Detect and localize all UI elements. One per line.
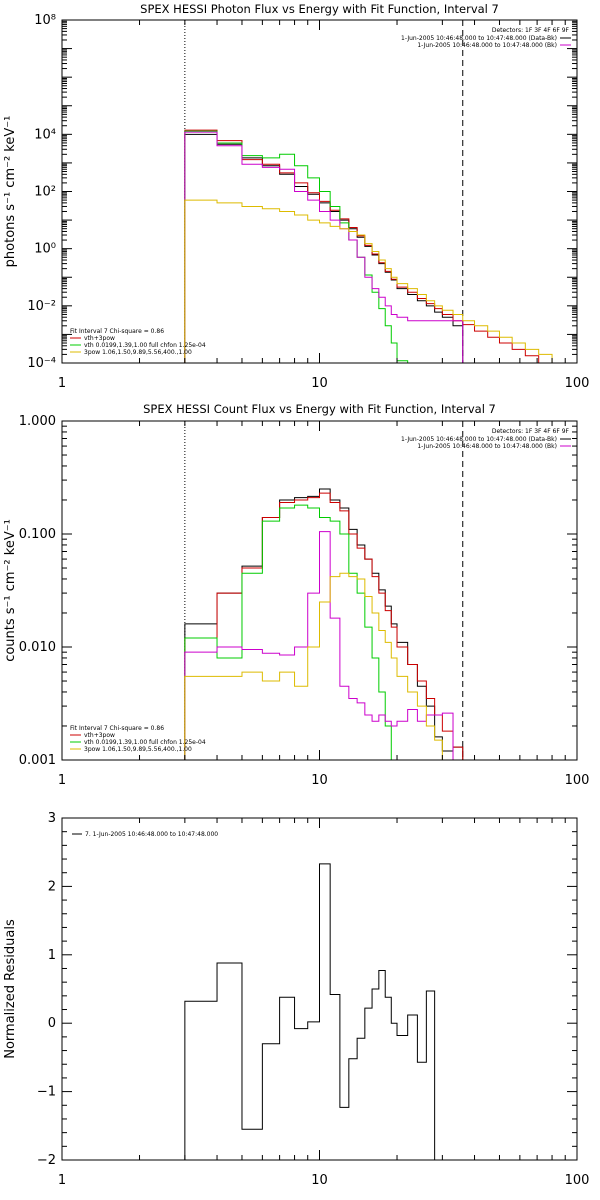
series-line-3 (184, 130, 418, 363)
series-line-1 (184, 863, 436, 1160)
x-tick-label: 1 (58, 773, 66, 788)
legend-entry: 1-Jun-2005 10:46:48.000 to 10:47:48.000 … (417, 443, 557, 450)
y-tick-label: 1.000 (19, 414, 56, 429)
y-tick-label: 10² (34, 185, 56, 200)
legend-bottom: Fit Interval 7 Chi-square = 0.86vth+3pow… (70, 328, 206, 356)
y-tick-label: 10⁻⁴ (27, 356, 56, 371)
chart-title: SPEX HESSI Photon Flux vs Energy with Fi… (140, 2, 499, 16)
y-axis: 10⁻⁴ 10⁻² 10⁰ 10² 10⁴ 10⁸ (27, 13, 577, 371)
x-tick-label: 10 (311, 1173, 328, 1188)
y-tick-label: −1 (37, 1085, 56, 1100)
y-tick-label: 1 (48, 948, 56, 963)
legend-entry: 3pow 1.06,1.50,9.89,5.56,400.,1.00 (84, 349, 192, 356)
legend-entry: 1-Jun-2005 10:46:48.000 to 10:47:48.000 … (401, 436, 557, 443)
legend-detectors: Detectors: 1F 3F 4F 6F 9F (492, 428, 570, 435)
chart-title: SPEX HESSI Count Flux vs Energy with Fit… (143, 402, 496, 416)
legend-entry: 1-Jun-2005 10:46:48.000 to 10:47:48.000 … (401, 35, 557, 42)
x-tick-label: 1 (58, 376, 66, 391)
y-tick-label: 0.001 (19, 753, 56, 768)
y-axis-label: Normalized Residuals (3, 919, 18, 1059)
y-tick-label: 10⁻² (27, 299, 56, 314)
y-axis-label: counts s⁻¹ cm⁻² keV⁻¹ (3, 519, 18, 662)
legend-entry: 3pow 1.06,1.50,9.89,5.56,400.,1.00 (84, 746, 192, 753)
y-tick-label: 3 (48, 811, 56, 826)
series-line-5 (184, 572, 464, 760)
x-axis: 1 10 100 (58, 818, 590, 1188)
legend-bottom: Fit Interval 7 Chi-square = 0.86vth+3pow… (70, 725, 206, 753)
y-axis: 0.001 0.010 0.100 1.000 (19, 414, 577, 768)
y-tick-label: 0 (48, 1016, 56, 1031)
y-tick-label: −2 (37, 1153, 56, 1168)
x-tick-label: 100 (565, 376, 590, 391)
x-tick-label: 10 (311, 773, 328, 788)
x-axis: 1 10 100 (58, 20, 590, 391)
y-tick-label: 0.010 (19, 640, 56, 655)
legend-detectors: Detectors: 1F 3F 4F 6F 9F (492, 27, 570, 34)
y-tick-label: 0.100 (19, 527, 56, 542)
x-tick-label: 100 (565, 773, 590, 788)
y-tick-label: 10⁴ (34, 127, 56, 142)
x-tick-label: 100 (565, 1173, 590, 1188)
series-line-4 (184, 531, 454, 760)
y-tick-label: 10⁸ (34, 13, 56, 28)
legend-entry: 7. 1-Jun-2005 10:46:48.000 to 10:47:48.0… (85, 831, 218, 838)
series-line-1 (184, 133, 464, 363)
legend-top-left: 7. 1-Jun-2005 10:46:48.000 to 10:47:48.0… (72, 831, 218, 838)
series-line-5 (184, 199, 553, 363)
legend-entry: vth+3pow (84, 732, 115, 739)
series-line-2 (184, 492, 464, 760)
legend-top: Detectors: 1F 3F 4F 6F 9F1-Jun-2005 10:4… (401, 27, 571, 49)
legend-entry: vth 0.0199,1.39,1.00 full chfon 1.25e-04 (84, 739, 206, 746)
legend-fit-header: Fit Interval 7 Chi-square = 0.86 (70, 328, 164, 335)
legend-entry: vth+3pow (84, 335, 115, 342)
series-line-3 (184, 504, 409, 760)
x-axis: 1 10 100 (58, 421, 590, 788)
x-tick-label: 1 (58, 1173, 66, 1188)
legend-top: Detectors: 1F 3F 4F 6F 9F1-Jun-2005 10:4… (401, 428, 571, 450)
series-line-1 (184, 488, 464, 760)
legend-entry: 1-Jun-2005 10:46:48.000 to 10:47:48.000 … (417, 42, 557, 49)
y-axis: −2 −1 0 1 2 3 (37, 811, 577, 1168)
series-line-4 (184, 131, 464, 363)
legend-entry: vth 0.0199,1.39,1.00 full chfon 1.25e-04 (84, 342, 206, 349)
y-axis-label: photons s⁻¹ cm⁻² keV⁻¹ (3, 116, 18, 268)
panel-1: SPEX HESSI Photon Flux vs Energy with Fi… (3, 2, 589, 391)
y-tick-label: 2 (48, 879, 56, 894)
y-tick-label: 10⁰ (34, 242, 56, 257)
panel-3: Normalized Residuals 1 10 100 −2 −1 0 1 2 3 7. 1-J… (3, 811, 589, 1188)
x-tick-label: 10 (311, 376, 328, 391)
legend-fit-header: Fit Interval 7 Chi-square = 0.86 (70, 725, 164, 732)
panel-2: SPEX HESSI Count Flux vs Energy with Fit… (3, 402, 590, 788)
